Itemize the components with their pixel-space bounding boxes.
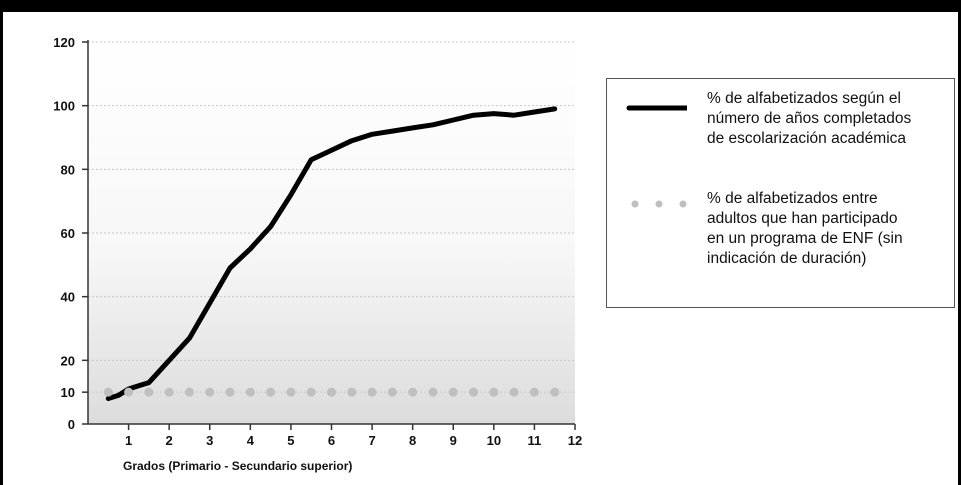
y-tick-label: 20	[61, 353, 75, 368]
data-point	[448, 387, 458, 397]
right-border	[958, 0, 961, 485]
data-point	[286, 387, 296, 397]
data-point	[347, 387, 357, 397]
legend-swatch-dotted-line	[631, 200, 687, 208]
data-point	[306, 387, 316, 397]
data-point	[225, 387, 235, 397]
series-line	[105, 106, 558, 401]
series-formal-schooling	[105, 106, 558, 401]
data-point	[164, 387, 174, 397]
x-tick-label: 8	[409, 433, 416, 448]
data-point	[184, 387, 194, 397]
data-point	[428, 387, 438, 397]
data-point	[509, 387, 519, 397]
legend-label-line: indicación de duración)	[707, 250, 867, 267]
legend-label-line: adultos que han participado	[707, 210, 898, 227]
legend-label-formal-schooling: % de alfabetizados según el número de añ…	[707, 89, 950, 149]
legend: % de alfabetizados según el número de añ…	[606, 78, 955, 308]
data-point	[103, 387, 113, 397]
data-point	[245, 387, 255, 397]
legend-swatch-solid-line	[626, 105, 687, 111]
x-tick-label: 1	[125, 433, 132, 448]
top-border-bar	[0, 0, 961, 12]
legend-label-line: número de años completados	[707, 110, 912, 127]
data-point	[367, 387, 377, 397]
data-point	[144, 387, 154, 397]
data-point	[327, 387, 336, 397]
x-axis-title: Grados (Primario - Secundario superior)	[123, 459, 352, 473]
data-point	[529, 387, 539, 397]
legend-label-line: % de alfabetizados según el	[707, 90, 901, 107]
x-tick-label: 9	[450, 433, 457, 448]
legend-label-nfe-programme: % de alfabetizados entre adultos que han…	[707, 189, 950, 269]
x-tick-label: 7	[368, 433, 375, 448]
x-tick-label: 5	[287, 433, 294, 448]
y-tick-label: 0	[68, 417, 75, 432]
data-point	[266, 387, 276, 397]
x-tick-label: 11	[528, 433, 542, 448]
legend-label-line: en un programa de ENF (sin	[707, 230, 903, 247]
series-nfe-programme	[103, 387, 560, 397]
legend-label-line: de escolarización académica	[707, 130, 907, 147]
x-tick-label: 12	[568, 433, 582, 448]
data-point	[469, 387, 479, 397]
x-tick-label: 4	[247, 433, 255, 448]
data-point	[124, 387, 134, 397]
data-point	[205, 387, 215, 397]
data-point	[387, 387, 397, 397]
legend-label-line: % de alfabetizados entre	[707, 190, 878, 207]
y-tick-label: 10	[61, 385, 75, 400]
y-tick-label: 40	[61, 290, 75, 305]
series-layer	[103, 106, 560, 401]
data-point	[489, 387, 499, 397]
y-tick-label: 120	[53, 35, 75, 50]
y-tick-label: 60	[61, 226, 75, 241]
x-tick-label: 6	[328, 433, 335, 448]
x-tick-label: 3	[206, 433, 213, 448]
y-tick-label: 80	[61, 162, 75, 177]
x-tick-label: 10	[487, 433, 501, 448]
left-border	[0, 0, 3, 485]
data-point	[550, 387, 560, 397]
data-point	[408, 387, 418, 397]
x-tick-label: 2	[166, 433, 173, 448]
y-tick-label: 100	[53, 99, 75, 114]
